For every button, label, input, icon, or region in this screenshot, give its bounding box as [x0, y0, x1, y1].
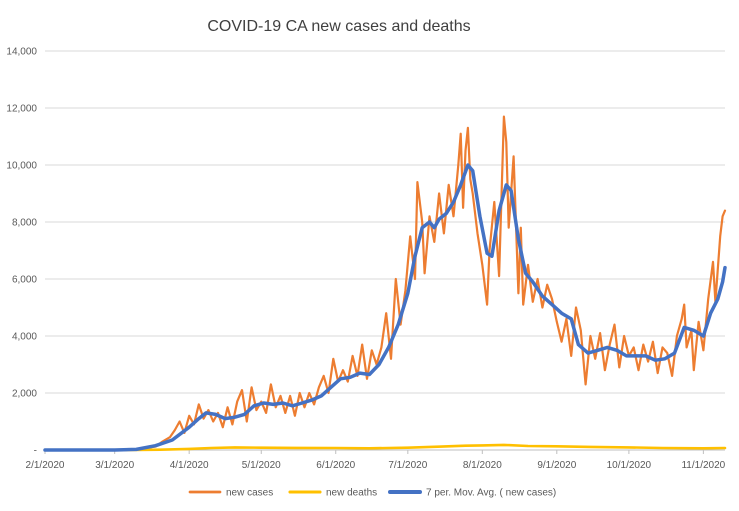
- legend-label: 7 per. Mov. Avg. ( new cases): [426, 488, 556, 499]
- x-tick-label: 3/1/2020: [95, 460, 134, 471]
- grid-layer: [45, 50, 725, 451]
- y-tick-label: 10,000: [6, 161, 37, 172]
- legend-label: new deaths: [326, 488, 377, 499]
- series-new-deaths: [43, 443, 727, 452]
- x-tick-label: 6/1/2020: [316, 460, 355, 471]
- series-layer: [43, 115, 727, 452]
- y-tick-label: 6,000: [12, 275, 37, 286]
- series-new-cases: [43, 115, 727, 452]
- legend-item: new deaths: [288, 488, 377, 499]
- legend-item: 7 per. Mov. Avg. ( new cases): [388, 488, 556, 499]
- y-tick-label: 2,000: [12, 389, 37, 400]
- y-tick-label: 14,000: [6, 47, 37, 58]
- series-line: [43, 163, 727, 452]
- legend-item: new cases: [188, 488, 273, 499]
- x-tick-label: 9/1/2020: [537, 460, 576, 471]
- series-line: [43, 115, 727, 452]
- x-axis: 2/1/2020 3/1/2020 4/1/2020 5/1/2020 6/1/2020…: [26, 450, 726, 471]
- x-tick-label: 2/1/2020: [26, 460, 65, 471]
- x-tick-label: 11/1/2020: [681, 460, 725, 471]
- x-tick-label: 10/1/2020: [607, 460, 652, 471]
- x-tick-label: 8/1/2020: [463, 460, 502, 471]
- series-line: [43, 443, 727, 452]
- x-tick-label: 4/1/2020: [170, 460, 209, 471]
- y-tick-label: 12,000: [6, 104, 37, 115]
- y-axis: - 2,000 4,000 6,000 8,000 10,000 12,000 14,000: [6, 47, 37, 457]
- legend: new cases new deaths 7 per. Mov. Avg. ( ne…: [188, 488, 556, 499]
- y-tick-label: 4,000: [12, 332, 37, 343]
- x-tick-label: 7/1/2020: [388, 460, 427, 471]
- series-7-per-mov-avg-new-cases-: [43, 163, 727, 452]
- y-tick-label: -: [34, 446, 37, 457]
- chart-title: COVID-19 CA new cases and deaths: [207, 18, 470, 35]
- legend-label: new cases: [226, 488, 273, 499]
- y-tick-label: 8,000: [12, 218, 37, 229]
- x-tick-label: 5/1/2020: [242, 460, 281, 471]
